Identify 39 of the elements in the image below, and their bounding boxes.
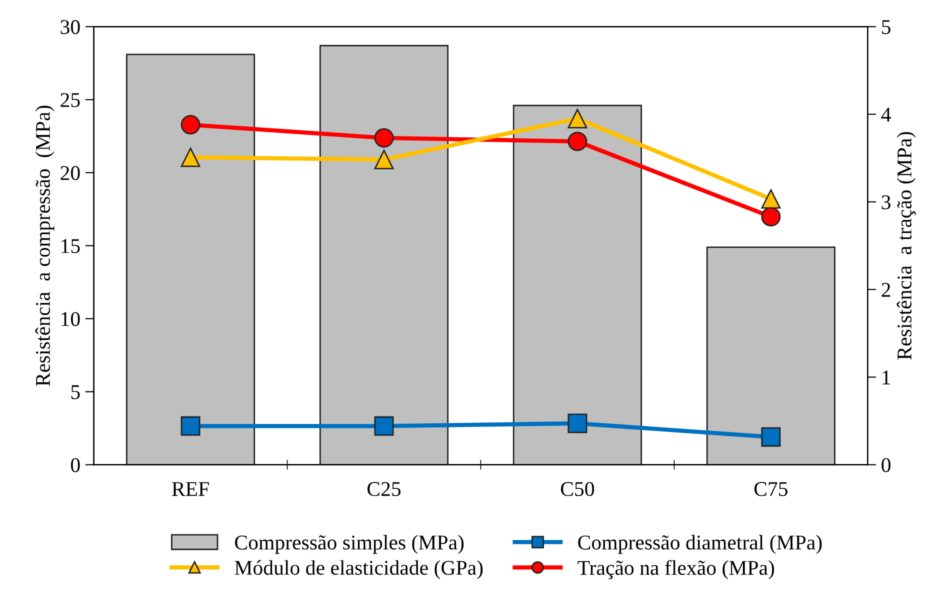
y-axis-title: Resistência a compressão (MPa) <box>35 106 54 386</box>
y-tick-label: 20 <box>60 166 80 180</box>
point <box>568 108 588 128</box>
y-tick-label: 10 <box>62 312 80 326</box>
y2-tick-label: 4 <box>881 108 891 122</box>
x-tick-label: C75 <box>754 482 788 496</box>
y2-tick-label: 5 <box>882 20 890 34</box>
point <box>180 115 200 134</box>
bar <box>319 44 449 465</box>
point <box>374 128 394 148</box>
y-tick-label: 15 <box>62 239 80 254</box>
point <box>374 150 394 170</box>
legend-label: Módulo de elasticidade (GPa) <box>234 560 483 580</box>
bar <box>706 246 836 465</box>
point <box>568 132 588 152</box>
point <box>180 148 200 168</box>
y2-tick-label: 0 <box>882 458 890 472</box>
x-tick-label: C25 <box>367 482 401 496</box>
y-tick-label: 30 <box>60 20 80 34</box>
point <box>761 427 781 447</box>
y2-axis-title: Resistência a tração (MPa) <box>896 132 916 360</box>
y2-tick-label: 2 <box>882 282 890 297</box>
point <box>761 189 781 209</box>
bar <box>126 54 256 465</box>
legend-label: Tração na flexão (MPa) <box>578 560 774 580</box>
bar <box>512 104 642 465</box>
point <box>761 207 781 226</box>
point <box>374 416 394 436</box>
legend-label: Compressão diametral (MPa) <box>578 534 822 554</box>
point <box>568 414 588 434</box>
y2-tick-label: 1 <box>882 370 890 384</box>
point <box>180 416 200 436</box>
y-tick-label: 5 <box>71 385 80 400</box>
legend-label: Compressão simples (MPa) <box>235 534 464 554</box>
x-tick-label: REF <box>172 482 209 496</box>
y-tick-label: 0 <box>70 458 80 472</box>
y-tick-label: 25 <box>60 93 80 108</box>
y2-tick-label: 3 <box>882 195 890 210</box>
x-tick-label: C50 <box>560 482 594 496</box>
